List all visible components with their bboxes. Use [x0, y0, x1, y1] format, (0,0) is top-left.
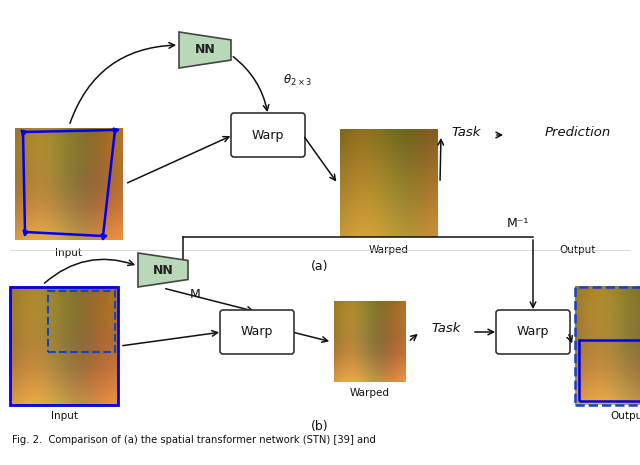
Text: M⁻¹: M⁻¹ — [507, 217, 529, 230]
Text: Warp: Warp — [252, 128, 284, 141]
Text: Warp: Warp — [241, 326, 273, 339]
Text: Input: Input — [51, 411, 77, 421]
Text: NN: NN — [152, 264, 173, 277]
Text: Warped: Warped — [369, 245, 409, 255]
Text: Fig. 2.  Comparison of (a) the spatial transformer network (STN) [39] and: Fig. 2. Comparison of (a) the spatial tr… — [12, 435, 376, 445]
Bar — [579, 339, 640, 401]
FancyBboxPatch shape — [220, 310, 294, 354]
Text: M: M — [189, 288, 200, 301]
Polygon shape — [179, 32, 231, 68]
Text: Prediction: Prediction — [545, 126, 611, 139]
Bar — [10, 287, 118, 405]
Bar — [575, 287, 640, 405]
Polygon shape — [138, 253, 188, 287]
Text: NN: NN — [195, 44, 216, 57]
Text: $\theta_{2\times3}$: $\theta_{2\times3}$ — [283, 73, 312, 88]
Text: (b): (b) — [311, 420, 329, 433]
Text: (a): (a) — [311, 260, 329, 273]
Bar — [48, 291, 115, 352]
Text: Input: Input — [56, 248, 83, 258]
FancyBboxPatch shape — [231, 113, 305, 157]
Text: Output: Output — [611, 411, 640, 421]
FancyBboxPatch shape — [496, 310, 570, 354]
Text: Task: Task — [451, 126, 481, 139]
Text: Task: Task — [431, 323, 461, 336]
Text: Warp: Warp — [517, 326, 549, 339]
Text: Warped: Warped — [350, 388, 390, 398]
Text: Output: Output — [560, 245, 596, 255]
